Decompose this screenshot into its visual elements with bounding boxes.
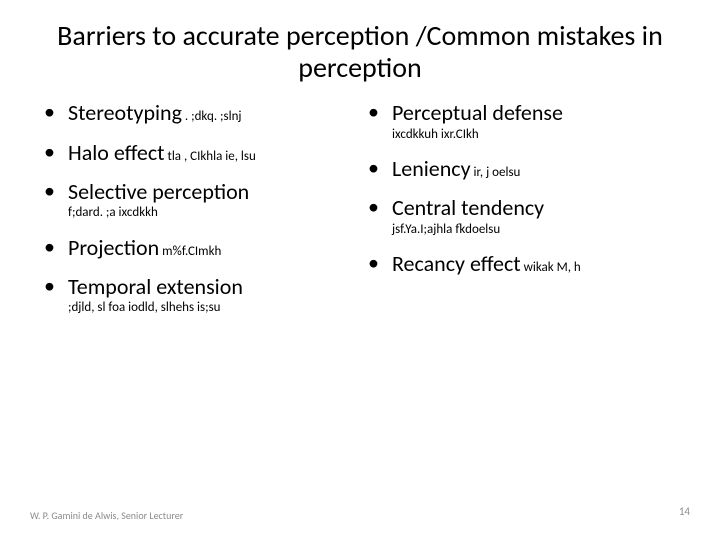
bullet-subtext: wikak M, h xyxy=(521,260,581,275)
bullet-term: Central tendency xyxy=(392,195,544,220)
bullet-item: • Central tendency xyxy=(368,195,676,220)
bullet-subtext: ir, j oelsu xyxy=(471,165,521,180)
bullet-term: Perceptual defense xyxy=(392,100,563,125)
footer-page-number: 14 xyxy=(679,505,690,518)
bullet-dot-icon: • xyxy=(44,140,54,164)
bullet-dot-icon: • xyxy=(368,195,378,219)
bullet-subtext: ixcdkkuh ixr.CIkh xyxy=(392,128,676,142)
bullet-dot-icon: • xyxy=(44,235,54,259)
bullet-term: Stereotyping . ;dkq. ;slnj xyxy=(68,100,242,125)
bullet-dot-icon: • xyxy=(44,100,54,124)
bullet-dot-icon: • xyxy=(368,251,378,275)
bullet-dot-icon: • xyxy=(44,274,54,298)
bullet-term: Halo effect tla , CIkhla ie, lsu xyxy=(68,140,256,165)
bullet-item: • Selective perception xyxy=(44,179,352,204)
bullet-item: • Leniency ir, j oelsu xyxy=(368,156,676,181)
right-column: • Perceptual defense ixcdkkuh ixr.CIkh • Len… xyxy=(368,100,676,329)
bullet-item: • Halo effect tla , CIkhla ie, lsu xyxy=(44,140,352,165)
bullet-dot-icon: • xyxy=(368,156,378,180)
bullet-term: Temporal extension xyxy=(68,274,243,299)
bullet-term: Projection m%f.CImkh xyxy=(68,235,221,260)
bullet-item: • Temporal extension xyxy=(44,274,352,299)
bullet-item: • Perceptual defense xyxy=(368,100,676,125)
bullet-subtext: tla , CIkhla ie, lsu xyxy=(165,149,256,164)
bullet-subtext: jsf.Ya.I;ajhla fkdoelsu xyxy=(392,223,676,237)
bullet-term: Recancy effect wikak M, h xyxy=(392,251,581,276)
bullet-subtext: m%f.CImkh xyxy=(159,244,221,259)
bullet-item: • Projection m%f.CImkh xyxy=(44,235,352,260)
bullet-subtext: ;djld, sl foa iodld, slhehs is;su xyxy=(68,301,352,315)
bullet-item: • Stereotyping . ;dkq. ;slnj xyxy=(44,100,352,125)
bullet-subtext: . ;dkq. ;slnj xyxy=(182,109,242,124)
bullet-dot-icon: • xyxy=(368,100,378,124)
footer-author: W. P. Gamini de Alwis, Senior Lecturer xyxy=(30,510,183,522)
bullet-dot-icon: • xyxy=(44,179,54,203)
left-column: • Stereotyping . ;dkq. ;slnj • Halo effect … xyxy=(44,100,352,329)
bullet-term: Leniency ir, j oelsu xyxy=(392,156,520,181)
bullet-term: Selective perception xyxy=(68,179,249,204)
content-columns: • Stereotyping . ;dkq. ;slnj • Halo effect … xyxy=(0,100,720,329)
bullet-subtext: f;dard. ;a ixcdkkh xyxy=(68,206,352,220)
bullet-item: • Recancy effect wikak M, h xyxy=(368,251,676,276)
slide-title: Barriers to accurate perception /Common … xyxy=(0,0,720,100)
